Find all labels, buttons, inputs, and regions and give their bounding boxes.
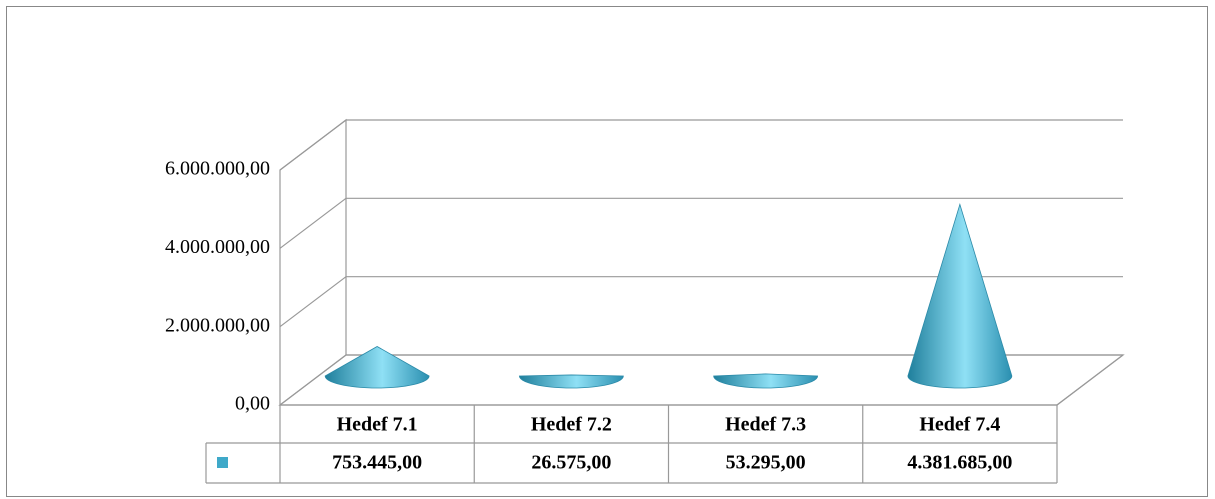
y-tick-label: 4.000.000,00 (165, 236, 270, 258)
floor-front-edge (1056, 354, 1124, 406)
grid-line (279, 276, 1123, 328)
y-tick-label: 2.000.000,00 (165, 314, 270, 336)
grid-line (279, 354, 1123, 406)
cone (518, 374, 624, 389)
grid-line (279, 197, 1123, 249)
frame (6, 6, 1208, 497)
x-tick-label: Hedef 7.3 (725, 414, 806, 436)
x-tick-label: Hedef 7.1 (337, 414, 418, 436)
cone (713, 373, 819, 389)
data-label: 26.575,00 (531, 452, 611, 474)
grid-line (279, 119, 1123, 171)
data-label: 4.381.685,00 (907, 452, 1012, 474)
data-label: 753.445,00 (332, 452, 422, 474)
cone (907, 203, 1013, 389)
cone (324, 346, 430, 389)
legend-key (217, 457, 228, 468)
x-tick-label: Hedef 7.2 (531, 414, 612, 436)
x-tick-label: Hedef 7.4 (919, 414, 1000, 436)
y-tick-label: 0,00 (235, 393, 270, 415)
data-label: 53.295,00 (726, 452, 806, 474)
y-tick-label: 6.000.000,00 (165, 158, 270, 180)
